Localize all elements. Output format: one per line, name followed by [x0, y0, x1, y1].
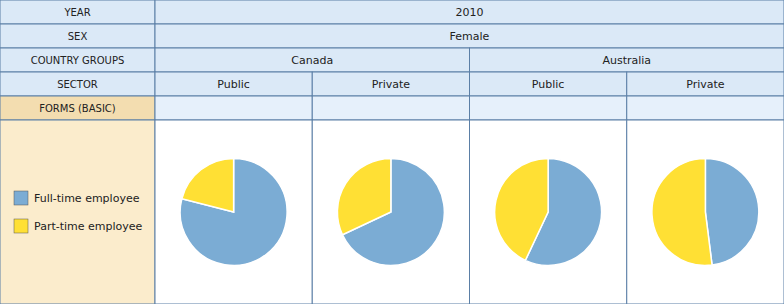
sector-cell [155, 72, 312, 96]
legend-entry: Full-time employee [34, 192, 140, 205]
header-text: YEAR [63, 7, 90, 18]
header-text: Female [450, 30, 490, 43]
sector-label: Private [372, 78, 411, 91]
legend-panel [0, 120, 155, 304]
pie-slice [182, 159, 234, 212]
header-text: 2010 [456, 6, 484, 19]
header-text: Australia [602, 54, 651, 67]
header-cell [0, 0, 155, 24]
pie-slice [705, 159, 758, 266]
header-cell [0, 96, 155, 120]
header-text: SEX [68, 31, 88, 42]
sector-cell [312, 72, 469, 96]
header-cell [155, 48, 470, 72]
chart-table: YEAR 2010 SEX Female COUNTRY GROUPS Canada Aus… [0, 0, 784, 304]
sector-label: Public [532, 78, 565, 91]
header-text: COUNTRY GROUPS [31, 55, 125, 66]
legend-swatch [14, 219, 28, 233]
pie-cell [155, 120, 312, 304]
sector-label: Public [217, 78, 250, 91]
header-cell [0, 48, 155, 72]
pie-cell [312, 120, 469, 304]
header-text: SECTOR [57, 79, 98, 90]
forms-cell [155, 96, 312, 120]
sector-cell [470, 72, 627, 96]
forms-cell [312, 96, 469, 120]
forms-cell [470, 96, 627, 120]
pie-slice [180, 159, 287, 266]
pie-slice [652, 159, 712, 266]
sector-cell [627, 72, 784, 96]
legend-swatch [14, 191, 28, 205]
header-cell [155, 0, 784, 24]
header-cell [0, 24, 155, 48]
pie-slice [495, 159, 548, 261]
header-cell [0, 72, 155, 96]
legend-entry: Part-time employee [34, 220, 143, 233]
header-cell [470, 48, 784, 72]
pie-cell [627, 120, 784, 304]
sector-label: Private [686, 78, 725, 91]
header-text: FORMS (BASIC) [39, 103, 116, 114]
pie-cell [470, 120, 627, 304]
header-cell [155, 24, 784, 48]
header-text: Canada [291, 54, 333, 67]
pie-slice [337, 159, 390, 235]
forms-cell [627, 96, 784, 120]
